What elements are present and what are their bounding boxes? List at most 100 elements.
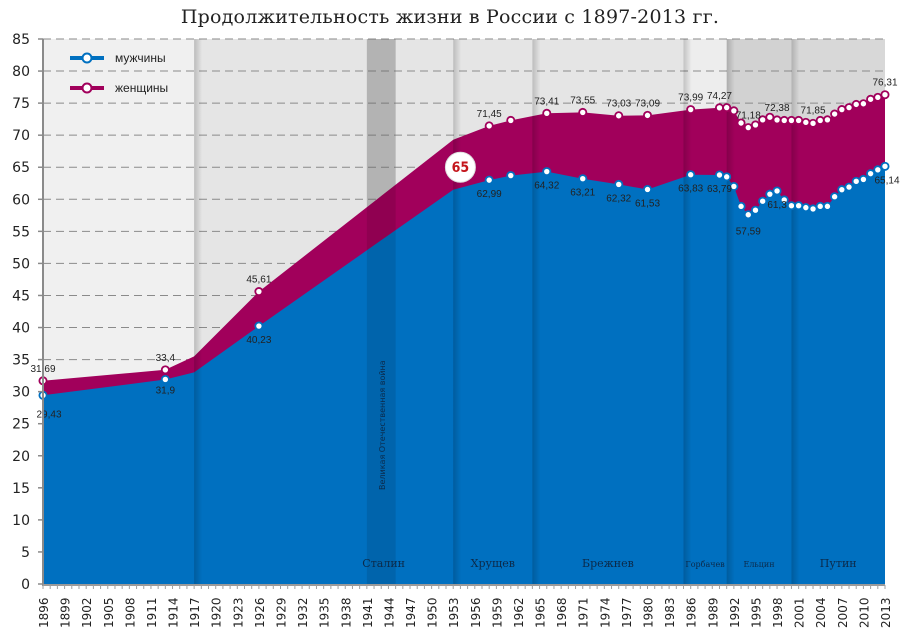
data-point	[729, 106, 739, 116]
data-point	[866, 94, 876, 104]
data-point	[729, 181, 739, 191]
data-point	[801, 117, 811, 127]
y-tick-label: 65	[12, 160, 30, 176]
data-point	[880, 161, 890, 171]
data-point	[786, 201, 796, 211]
data-point	[822, 201, 832, 211]
data-label: 74,27	[707, 91, 732, 102]
y-tick-label: 30	[12, 385, 30, 401]
data-point	[506, 115, 516, 125]
x-tick-label: 1998	[771, 597, 785, 628]
data-label: 40,23	[246, 335, 271, 346]
data-label: 62,99	[477, 189, 502, 200]
data-point	[873, 165, 883, 175]
data-point	[815, 201, 825, 211]
x-tick-label: 1986	[685, 597, 699, 628]
x-tick-label: 2010	[857, 597, 871, 628]
data-point	[686, 105, 696, 115]
data-label: 62,32	[606, 193, 631, 204]
x-tick-label: 1935	[318, 597, 332, 628]
data-point	[837, 105, 847, 115]
men-area	[43, 166, 885, 585]
data-point	[722, 172, 732, 182]
data-label: 71,45	[477, 109, 502, 120]
y-tick-label: 60	[12, 192, 30, 208]
x-tick-label: 1980	[642, 597, 656, 628]
data-point	[851, 176, 861, 186]
x-tick-label: 1968	[555, 597, 569, 628]
x-tick-label: 1923	[231, 597, 245, 628]
data-point	[858, 174, 868, 184]
data-point	[794, 115, 804, 125]
x-tick-label: 1929	[274, 597, 288, 628]
x-tick-label: 1926	[253, 597, 267, 628]
x-tick-label: 1974	[598, 597, 612, 628]
axes: 0 5 10 15 20 25 30 35 40 45 50 55 60 65 70 75 80 85 1896 18…	[12, 32, 893, 628]
data-label: 73,03	[606, 99, 631, 110]
data-point	[750, 205, 760, 215]
data-labels: 29,43 31,9 40,23 62,99 64,32 63,21 62,32 61,53 6…	[30, 78, 899, 421]
data-label: 65,14	[874, 175, 899, 186]
data-label: 57,59	[736, 227, 761, 238]
x-tick-label: 1950	[426, 597, 440, 628]
data-label: 61,53	[635, 198, 660, 209]
data-point	[873, 92, 883, 102]
x-tick-label: 1992	[728, 597, 742, 628]
svg-text:65: 65	[452, 160, 470, 176]
legend-label: женщины	[115, 81, 168, 95]
data-point	[722, 103, 732, 113]
era-label: Путин	[820, 557, 857, 570]
legend-item-men: мужчины	[70, 51, 166, 65]
x-tick-label: 2007	[836, 597, 850, 628]
data-point	[815, 115, 825, 125]
y-tick-label: 15	[12, 481, 30, 497]
data-label: 63,21	[570, 188, 595, 199]
data-point	[822, 115, 832, 125]
data-point	[851, 99, 861, 109]
data-point	[714, 103, 724, 113]
data-point	[484, 121, 494, 131]
data-label: 73,09	[635, 98, 660, 109]
x-tick-label: 1902	[80, 597, 94, 628]
data-point	[779, 195, 789, 205]
data-label: 73,41	[534, 96, 559, 107]
y-tick-label: 20	[12, 449, 30, 465]
data-point	[484, 175, 494, 185]
data-point	[160, 365, 170, 375]
data-point	[866, 169, 876, 179]
legend: мужчины женщины	[70, 51, 168, 95]
data-point	[578, 174, 588, 184]
x-tick-label: 1920	[210, 597, 224, 628]
data-point	[542, 167, 552, 177]
x-tick-label: 1983	[663, 597, 677, 628]
y-tick-label: 55	[12, 224, 30, 240]
x-tick-label: 1944	[382, 597, 396, 628]
data-label: 31,9	[156, 385, 176, 396]
y-tick-label: 50	[12, 256, 30, 272]
data-point	[614, 179, 624, 189]
era-label: Ельцин	[744, 560, 775, 569]
data-point	[643, 184, 653, 194]
x-tick-label: 1905	[102, 597, 116, 628]
x-tick-label: 1977	[620, 597, 634, 628]
data-point	[578, 107, 588, 117]
x-tick-label: 1962	[512, 597, 526, 628]
data-point	[772, 115, 782, 125]
y-tick-label: 0	[21, 577, 30, 593]
x-tick-label: 1914	[167, 597, 181, 628]
x-tick-label: 1938	[339, 597, 353, 628]
x-tick-label: 2001	[793, 597, 807, 628]
data-point	[714, 170, 724, 180]
legend-label: мужчины	[115, 51, 166, 65]
x-tick-label: 1911	[145, 597, 159, 628]
x-tick-label: 1899	[59, 597, 73, 628]
era-labels: Сталин Хрущев Брежнев Горбачев Ельцин Путин Ве…	[362, 360, 856, 570]
data-label: 71,18	[736, 111, 761, 122]
y-tick-label: 45	[12, 288, 30, 304]
y-tick-label: 70	[12, 128, 30, 144]
data-point	[506, 171, 516, 181]
x-tick-label: 1947	[404, 597, 418, 628]
data-point	[794, 201, 804, 211]
data-point	[686, 170, 696, 180]
y-tick-label: 35	[12, 353, 30, 369]
